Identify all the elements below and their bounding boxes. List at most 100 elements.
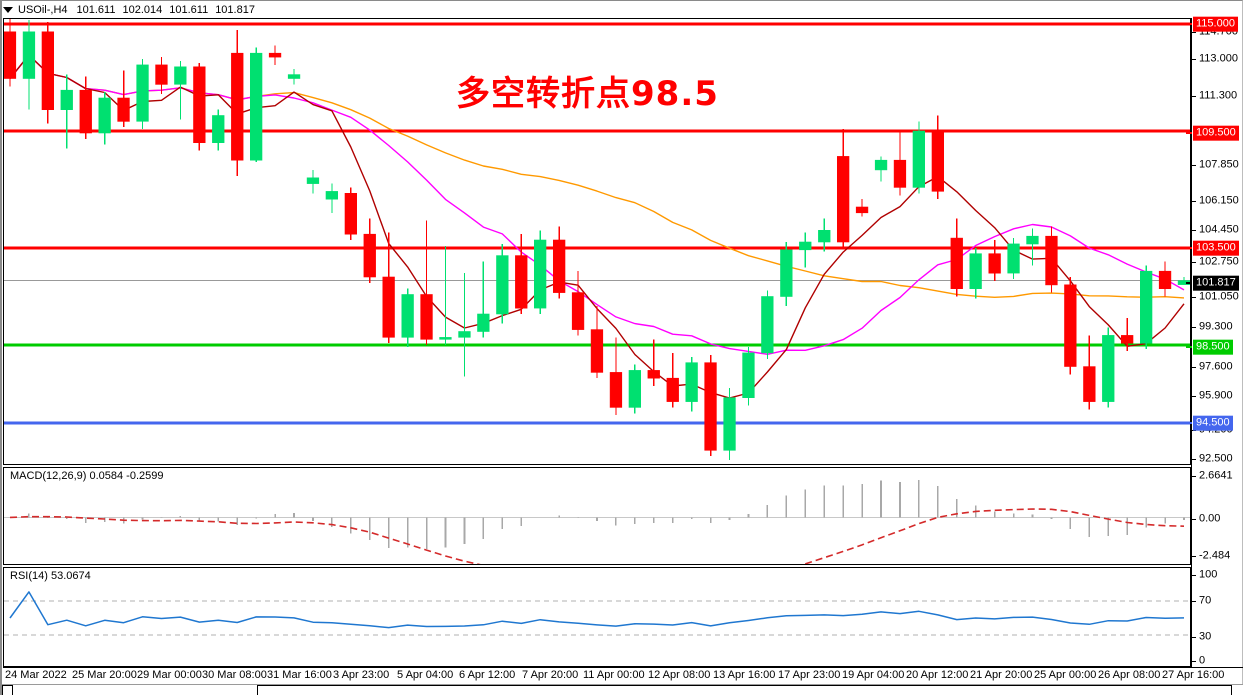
price-tag-109-5[interactable]: 109.500 <box>1193 125 1239 141</box>
candle <box>458 273 471 377</box>
price-tag-98-5-arrow <box>1186 346 1192 348</box>
time-label-4: 31 Mar 16:00 <box>267 669 332 681</box>
time-label-9: 11 Apr 00:00 <box>583 669 645 681</box>
candle <box>855 199 869 217</box>
axis-rule <box>1191 18 1192 667</box>
candle <box>590 306 604 379</box>
candle <box>60 74 73 149</box>
horizontal-scrollbar[interactable] <box>2 684 1243 695</box>
time-label-17: 26 Apr 08:00 <box>1098 669 1161 681</box>
price-tick-0: 114.700 <box>1199 25 1238 38</box>
price-tick-6: 102.750 <box>1199 255 1239 268</box>
price-tag-109-5-arrow <box>1186 132 1192 134</box>
price-tick-11-mark <box>1191 430 1196 431</box>
chart-title-bar: USOil-,H4 101.611 102.014 101.611 101.817 <box>3 2 262 17</box>
time-axis[interactable]: 24 Mar 2022 25 Mar 20:00 29 Mar 00:00 30 Ma… <box>3 668 1224 684</box>
candle <box>571 271 585 336</box>
time-label-15: 21 Apr 20:00 <box>970 669 1033 681</box>
candle <box>4 19 17 87</box>
rsi-chart-canvas <box>4 591 1190 636</box>
candle <box>874 156 888 182</box>
macd-histogram <box>28 480 1185 549</box>
ohlc-values: 101.611 102.014 101.611 101.817 <box>77 4 262 16</box>
price-tick-1: 113.000 <box>1199 52 1238 65</box>
candle <box>931 115 944 200</box>
rsi-tick-3-mark <box>1191 661 1196 662</box>
candle <box>1121 317 1134 351</box>
macd-pane[interactable]: MACD(12,26,9) 0.0584 -0.2599 <box>3 467 1191 565</box>
time-label-11: 13 Apr 16:00 <box>713 669 776 681</box>
candle <box>818 218 831 252</box>
time-label-12: 17 Apr 23:00 <box>778 669 841 681</box>
price-tag-94-5[interactable]: 94.500 <box>1193 415 1233 431</box>
ohlc-value-1: 102.014 <box>122 3 163 16</box>
candle <box>287 68 301 85</box>
price-tick-9: 97.600 <box>1199 360 1233 373</box>
candle <box>250 47 263 163</box>
candle <box>609 337 623 416</box>
triangle-down-icon[interactable] <box>3 6 13 13</box>
candle <box>628 364 641 414</box>
price-tick-5-mark <box>1191 230 1196 231</box>
price-tick-3-mark <box>1191 165 1196 166</box>
symbol-label: USOil-,H4 <box>18 3 68 16</box>
time-label-3: 30 Mar 08:00 <box>202 669 267 681</box>
rsi-tick-3: 0 <box>1199 654 1206 667</box>
price-tick-8: 99.300 <box>1199 320 1233 333</box>
candle <box>515 234 528 315</box>
candle <box>136 59 149 130</box>
time-label-18: 27 Apr 16:00 <box>1162 669 1225 681</box>
candle <box>704 354 717 457</box>
price-tick-7: 101.050 <box>1199 290 1239 303</box>
macd-tick-1: 0.00 <box>1199 512 1221 525</box>
price-pane[interactable]: 多空转折点98.5 <box>3 18 1191 465</box>
chart-annotation-text: 多空转折点98.5 <box>456 74 719 114</box>
price-tag-98-5[interactable]: 98.500 <box>1193 339 1233 355</box>
candle <box>79 76 92 139</box>
scrollbar-thumb[interactable] <box>257 685 1232 695</box>
candle <box>685 356 698 412</box>
candle <box>988 240 1001 281</box>
time-label-16: 25 Apr 00:00 <box>1034 669 1097 681</box>
price-tag-103-5-arrow <box>1186 247 1192 249</box>
candle <box>1064 277 1077 375</box>
price-tag-115-arrow <box>1186 23 1192 25</box>
macd-tick-0: 2.6641 <box>1199 469 1233 482</box>
rsi-label: RSI(14) 53.0674 <box>8 570 93 582</box>
price-tick-4: 106.150 <box>1199 194 1239 207</box>
candle <box>533 230 547 315</box>
ohlc-value-2: 101.611 <box>169 3 209 16</box>
rsi-tick-0-mark <box>1191 575 1196 576</box>
candle <box>193 62 206 151</box>
time-axis-rule <box>3 667 1243 668</box>
candle <box>268 45 282 65</box>
candle <box>742 347 755 406</box>
time-label-1: 25 Mar 20:00 <box>72 669 137 681</box>
candle <box>1007 238 1020 279</box>
price-axis[interactable]: 114.700 113.000 111.300 107.850 106.150 104.4… <box>1186 16 1243 667</box>
price-tag-103-5[interactable]: 103.500 <box>1193 240 1239 256</box>
price-tag-current[interactable]: 101.817 <box>1193 275 1239 291</box>
price-tick-10: 95.900 <box>1199 389 1233 402</box>
price-tag-115[interactable]: 115.000 <box>1193 16 1238 32</box>
rsi-pane[interactable]: RSI(14) 53.0674 <box>3 567 1191 667</box>
candle <box>647 339 660 387</box>
candle <box>212 109 225 151</box>
macd-tick-2-mark <box>1191 556 1196 557</box>
ohlc-value-3: 101.817 <box>215 3 255 16</box>
candle <box>761 290 774 359</box>
candle <box>723 387 736 460</box>
candle <box>1140 265 1153 350</box>
price-tick-9-mark <box>1191 367 1196 368</box>
price-tick-12-mark <box>1191 459 1196 460</box>
candle <box>552 226 566 299</box>
time-label-13: 19 Apr 04:00 <box>842 669 905 681</box>
macd-tick-0-mark <box>1191 476 1196 477</box>
rsi-tick-0: 100 <box>1199 568 1218 581</box>
macd-tick-2: -2.484 <box>1199 549 1231 562</box>
candle <box>1158 261 1172 297</box>
scrollbar-left-button[interactable] <box>2 685 13 695</box>
price-tick-12: 92.500 <box>1199 452 1233 465</box>
rsi-tick-2-mark <box>1191 637 1196 638</box>
price-tick-0-mark <box>1191 32 1196 33</box>
